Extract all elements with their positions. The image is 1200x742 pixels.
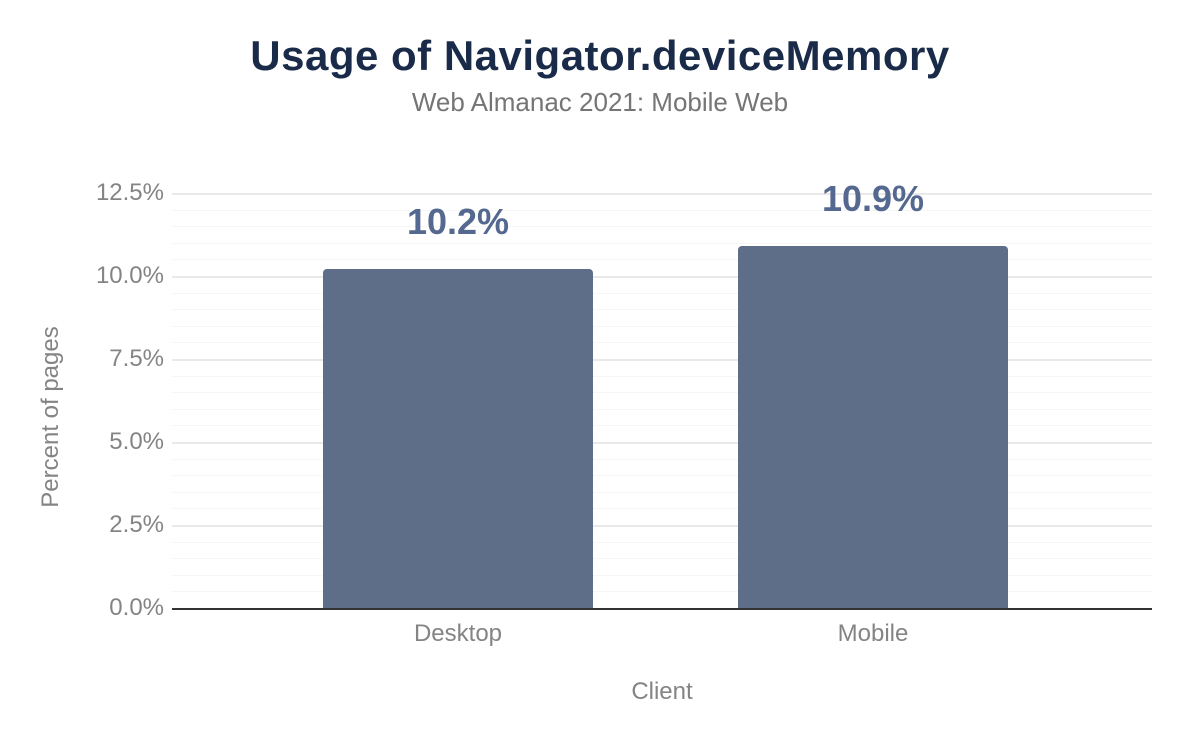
y-tick-label: 5.0% — [109, 428, 164, 455]
gridline-major — [172, 276, 1152, 278]
y-tick-label: 2.5% — [109, 511, 164, 538]
chart-title: Usage of Navigator.deviceMemory — [250, 32, 950, 79]
gridline-major — [172, 359, 1152, 361]
gridline-minor — [172, 293, 1152, 294]
gridline-major — [172, 193, 1152, 195]
gridline-minor — [172, 558, 1152, 559]
gridline-minor — [172, 459, 1152, 460]
gridline-minor — [172, 542, 1152, 543]
gridline-minor — [172, 409, 1152, 410]
gridline-major — [172, 525, 1152, 527]
gridline-minor — [172, 508, 1152, 509]
gridline-minor — [172, 376, 1152, 377]
gridline-minor — [172, 210, 1152, 211]
category-label-mobile: Mobile — [837, 620, 909, 647]
bar-desktop[interactable] — [323, 269, 593, 608]
gridline-minor — [172, 425, 1152, 426]
gridline-minor — [172, 259, 1152, 260]
gridline-minor — [172, 326, 1152, 327]
gridline-minor — [172, 226, 1152, 227]
x-axis-title: Client — [631, 678, 693, 705]
gridline-minor — [172, 243, 1152, 244]
gridline-minor — [172, 392, 1152, 393]
gridline-minor — [172, 475, 1152, 476]
gridline-major — [172, 442, 1152, 444]
y-tick-label: 10.0% — [95, 262, 164, 289]
bar-mobile[interactable] — [738, 246, 1008, 608]
gridline-minor — [172, 575, 1152, 576]
y-tick-label: 7.5% — [109, 345, 164, 372]
x-axis-line — [172, 608, 1152, 610]
value-label-mobile: 10.9% — [821, 178, 925, 219]
y-axis-title: Percent of pages — [37, 326, 64, 508]
gridline-minor — [172, 492, 1152, 493]
y-tick-label: 0.0% — [109, 594, 164, 621]
category-label-desktop: Desktop — [413, 620, 503, 647]
value-label-desktop: 10.2% — [406, 201, 510, 242]
chart-subtitle: Web Almanac 2021: Mobile Web — [411, 87, 789, 117]
gridline-minor — [172, 309, 1152, 310]
y-tick-label: 12.5% — [95, 179, 164, 206]
gridline-minor — [172, 342, 1152, 343]
gridline-minor — [172, 591, 1152, 592]
